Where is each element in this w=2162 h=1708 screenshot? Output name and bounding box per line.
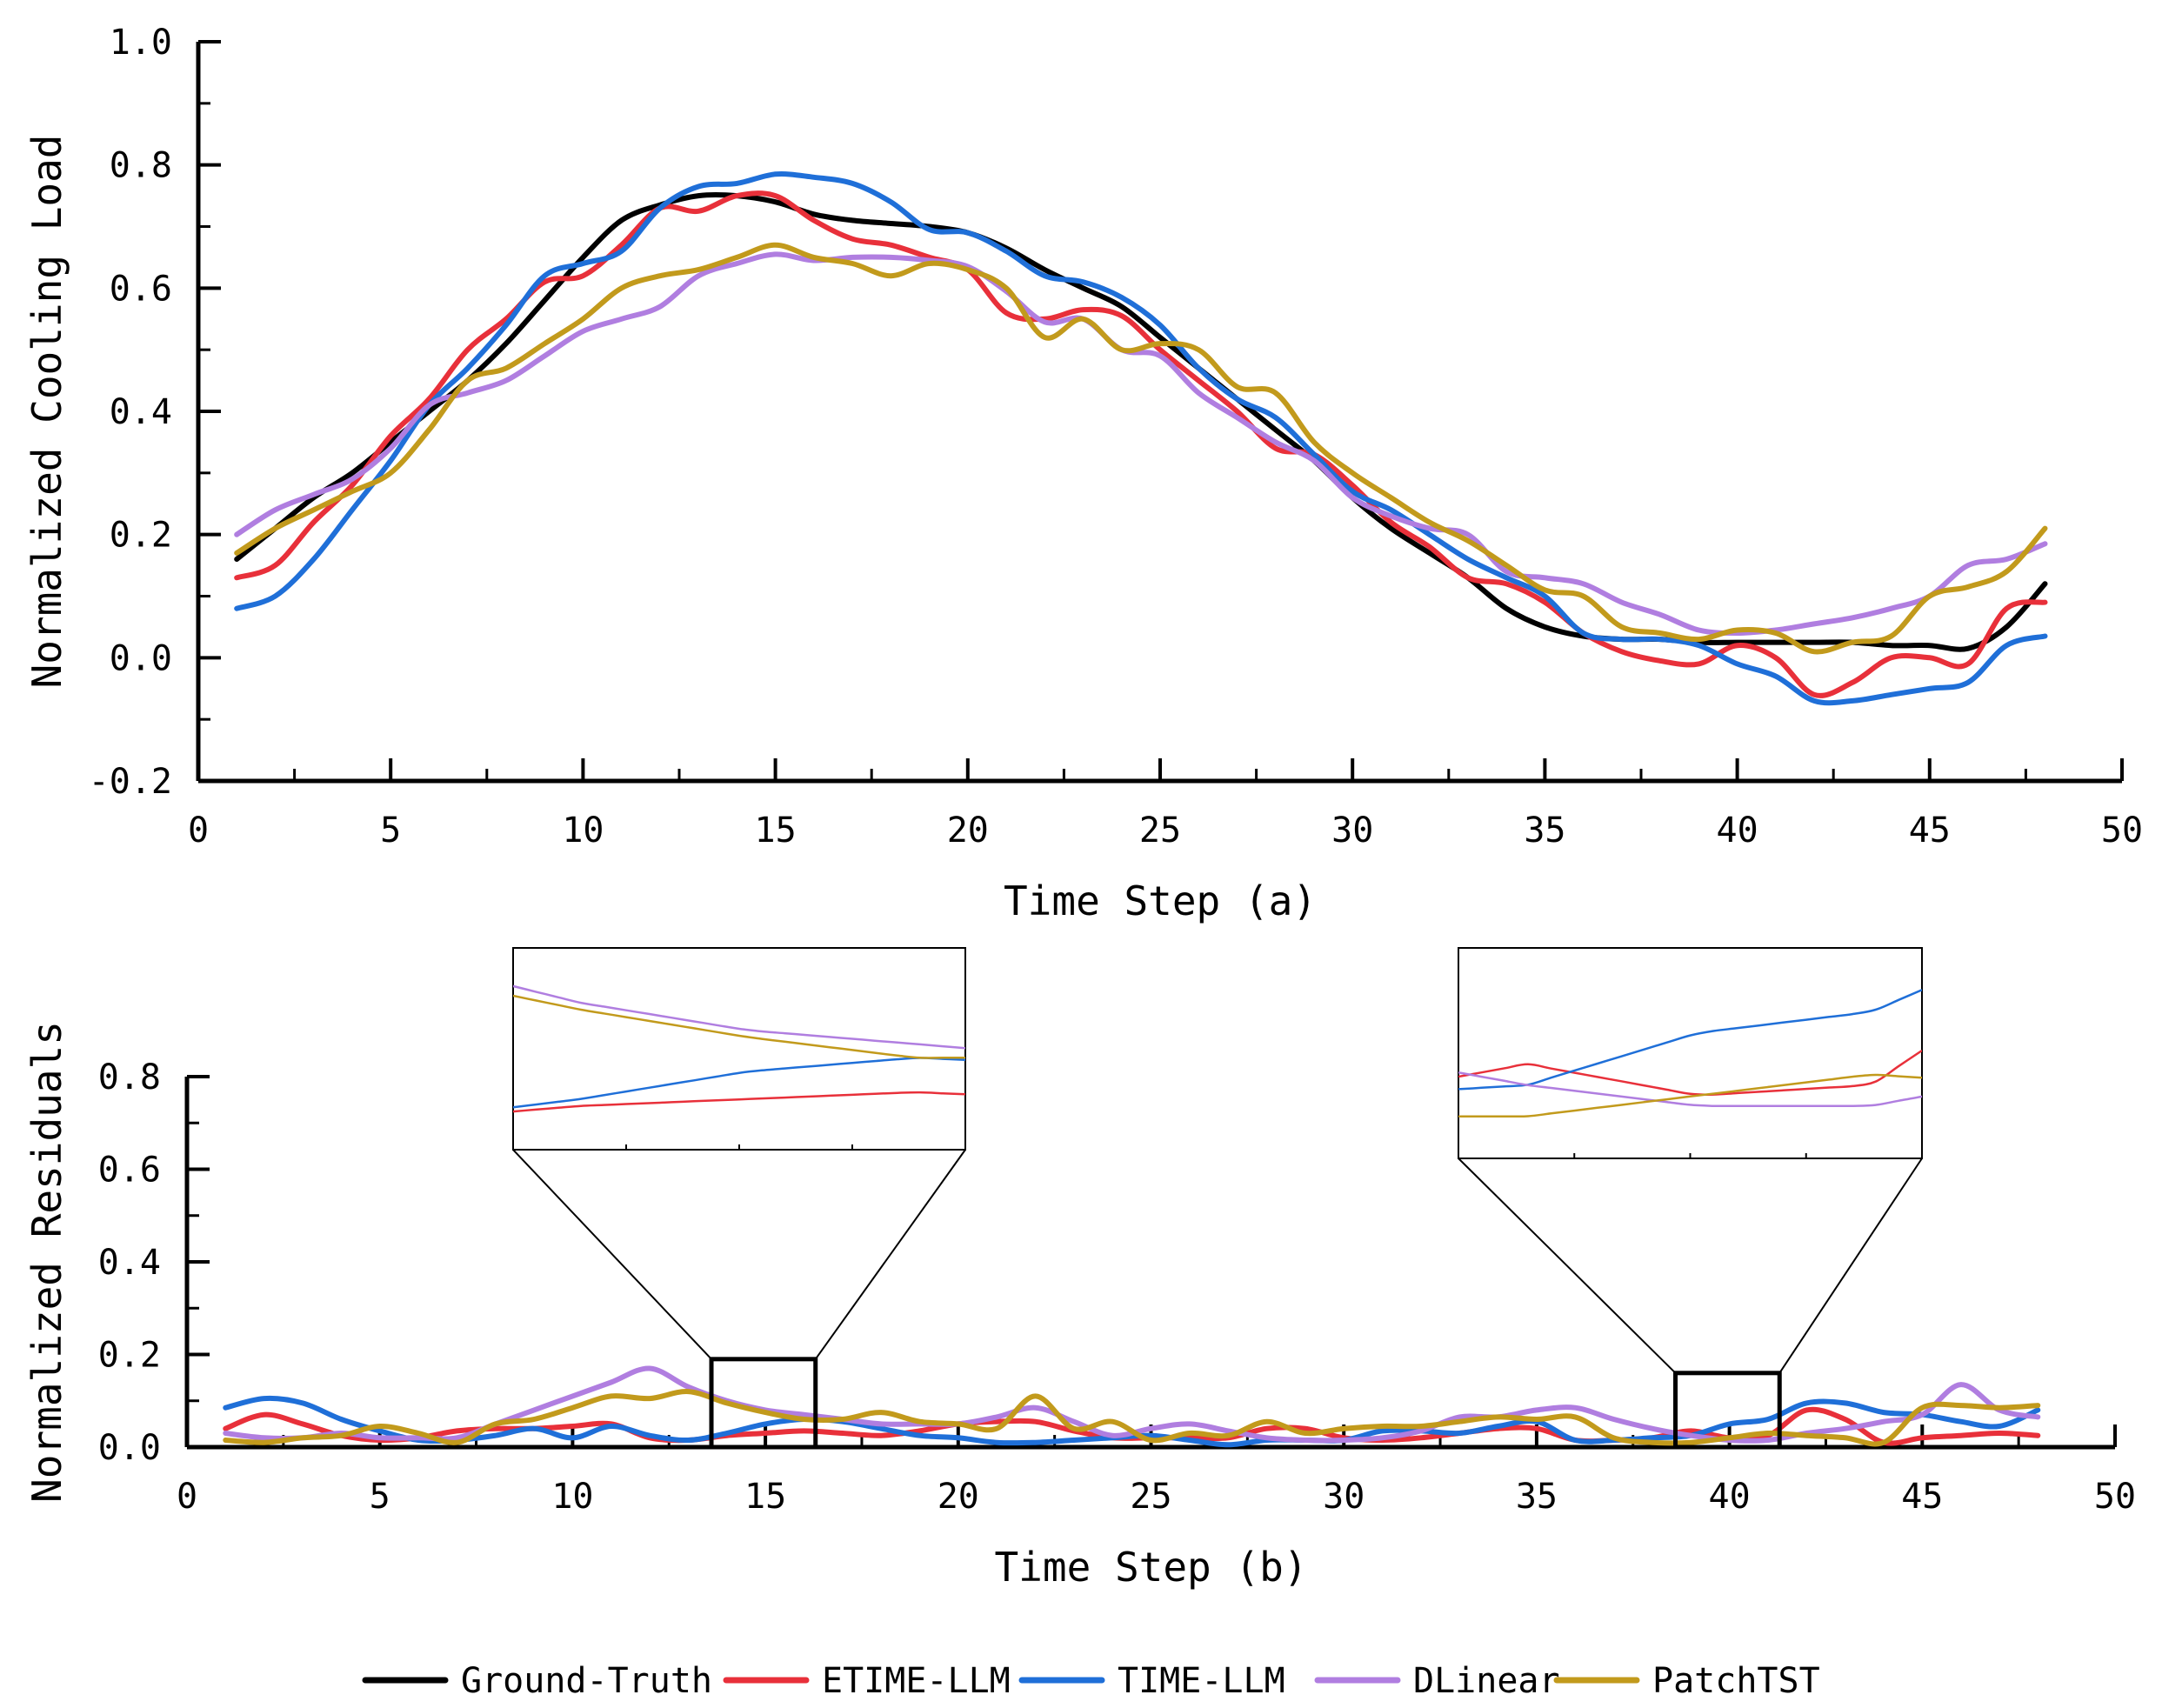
series-line-etime-llm	[234, 190, 2048, 698]
zoom-line-time-llm	[1458, 989, 1922, 1091]
legend: Ground-Truth ETIME-LLM TIME-LLM DLinear Patc…	[362, 1661, 1820, 1701]
zoom-inset	[1458, 947, 1923, 1159]
y-tick-label: 0.0	[110, 638, 172, 678]
x-tick-label: 25	[1130, 1477, 1171, 1517]
x-tick-label: 10	[551, 1477, 593, 1517]
legend-label: PatchTST	[1652, 1661, 1820, 1701]
x-tick-label: 35	[1516, 1477, 1558, 1517]
zoom-line-dlinear	[1458, 1071, 1922, 1108]
zoom-inset	[512, 947, 966, 1151]
y-tick-label: 0.0	[98, 1428, 161, 1468]
x-tick-label: 0	[177, 1477, 197, 1517]
series-line-dlinear	[234, 251, 2048, 636]
x-tick-label: 40	[1709, 1477, 1751, 1517]
y-axis-title: Normalized Cooling Load	[23, 135, 70, 689]
zoom-inset-frame	[1458, 947, 1923, 1159]
legend-label: TIME-LLM	[1118, 1661, 1285, 1701]
x-tick-label: 45	[1901, 1477, 1943, 1517]
zoom-line-patchtst	[513, 994, 965, 1059]
x-tick-label: 5	[370, 1477, 390, 1517]
x-axis-title: Time Step (b)	[994, 1544, 1307, 1591]
zoom-line-patchtst	[1458, 1073, 1922, 1118]
panel-a: 0 5 10 15 20 25 30 35 40 45 50 -0.2 0.0 0.2 0.4 0.6 0.8 1…	[23, 23, 2143, 924]
x-tick-label: 15	[744, 1477, 786, 1517]
x-axis-title: Time Step (a)	[1004, 877, 1317, 924]
x-tick-label: 50	[2094, 1477, 2136, 1517]
x-tick-label: 45	[1909, 811, 1951, 851]
x-tick-label: 20	[938, 1477, 979, 1517]
x-tick-label: 35	[1524, 811, 1565, 851]
zoom-box	[709, 1357, 818, 1450]
y-axis-title: Normalized Residuals	[23, 1021, 70, 1503]
x-tick-label: 25	[1139, 811, 1181, 851]
zoom-inset-frame	[512, 947, 966, 1151]
y-tick-label: 0.2	[110, 516, 172, 556]
y-tick-label: 0.6	[98, 1151, 161, 1191]
legend-label: Ground-Truth	[461, 1661, 712, 1701]
y-tick-label: 0.4	[110, 392, 172, 432]
zoom-line-time-llm	[513, 1057, 965, 1109]
panel-b: 0 5 10 15 20 25 30 35 40 45 50 0.0 0.2 0.4 0.6 0.8 Time …	[23, 947, 2136, 1591]
zoom-connector	[1458, 1158, 1677, 1374]
series-line-time-llm	[234, 171, 2048, 706]
y-tick-label: -0.2	[89, 762, 172, 802]
x-tick-label: 30	[1331, 811, 1373, 851]
x-tick-label: 40	[1717, 811, 1758, 851]
zoom-inset-lines	[1458, 989, 1922, 1118]
x-tick-label: 30	[1323, 1477, 1365, 1517]
x-tick-label: 50	[2101, 811, 2143, 851]
series-line-patchtst	[234, 242, 2048, 655]
zoom-connector	[814, 1149, 966, 1360]
series-line-time-llm	[223, 1395, 2041, 1448]
legend-label: ETIME-LLM	[822, 1661, 1011, 1701]
y-tick-label: 0.4	[98, 1243, 161, 1283]
x-tick-label: 20	[947, 811, 989, 851]
zoom-connector	[512, 1149, 712, 1360]
zoom-inset-lines	[513, 984, 965, 1113]
y-tick-label: 0.8	[110, 146, 172, 186]
x-tick-label: 15	[755, 811, 797, 851]
x-tick-label: 0	[188, 811, 209, 851]
y-tick-label: 0.6	[110, 269, 172, 309]
x-tick-label: 10	[562, 811, 604, 851]
y-tick-label: 0.8	[98, 1057, 161, 1098]
zoom-line-etime-llm	[1458, 1049, 1922, 1096]
y-tick-label: 0.2	[98, 1336, 161, 1376]
x-tick-label: 5	[380, 811, 401, 851]
zoom-line-dlinear	[513, 984, 965, 1050]
series-line-patchtst	[223, 1389, 2041, 1447]
zoom-connector	[1778, 1158, 1923, 1374]
y-tick-label: 1.0	[110, 23, 172, 63]
zoom-line-etime-llm	[513, 1091, 965, 1113]
legend-label: DLinear	[1413, 1661, 1560, 1701]
zoom-box	[1673, 1371, 1782, 1450]
series-line-ground-truth	[234, 191, 2048, 652]
